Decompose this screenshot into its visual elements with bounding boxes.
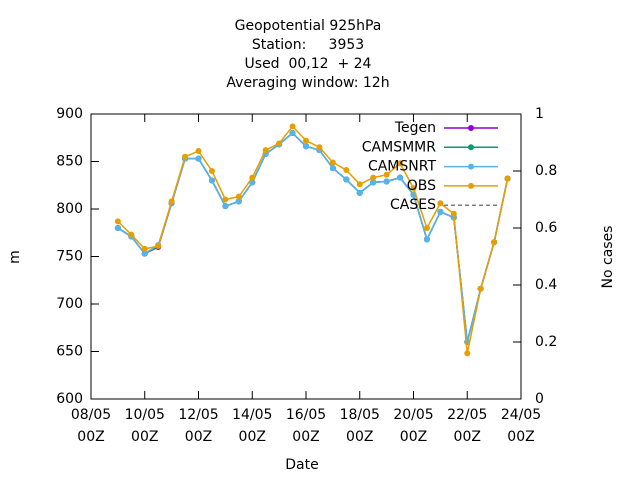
legend-marker: [468, 163, 474, 170]
data-point: [303, 137, 309, 144]
y-tick-label: 800: [56, 201, 83, 217]
data-point: [491, 239, 498, 246]
data-point: [410, 185, 417, 192]
data-point: [383, 178, 390, 185]
legend-marker: [468, 144, 474, 151]
data-point: [141, 250, 148, 257]
data-point: [356, 181, 363, 188]
data-point: [423, 225, 430, 231]
x-axis-label: Date: [285, 457, 318, 473]
y-tick-label: 700: [56, 296, 83, 312]
y2-tick-label: 0.4: [535, 277, 557, 293]
data-point: [329, 165, 336, 172]
data-point: [289, 130, 296, 136]
data-point: [397, 160, 404, 167]
y-tick-label: 850: [56, 154, 83, 170]
legend-marker: [468, 182, 474, 189]
legend-label: Tegen: [394, 120, 436, 136]
data-point: [504, 175, 511, 182]
data-point: [168, 198, 175, 205]
data-point: [141, 245, 148, 252]
data-point: [195, 155, 202, 162]
data-point: [343, 176, 350, 183]
y-tick-label: 750: [56, 249, 83, 265]
y2-tick-label: 0.6: [535, 220, 557, 236]
data-point: [235, 198, 242, 205]
data-point: [370, 179, 377, 186]
legend-label: CAMSMMR: [362, 139, 436, 155]
data-point: [249, 174, 256, 181]
legend-label: CAMSNRT: [368, 159, 437, 175]
data-point: [128, 231, 135, 238]
x-tick-label: 12/05 00Z: [178, 407, 218, 445]
data-point: [114, 225, 121, 231]
data-point: [370, 174, 377, 181]
chart-title: Used 00,12 + 24: [245, 56, 372, 72]
data-point: [477, 285, 484, 292]
y2-axis-label: No cases: [600, 226, 616, 289]
data-point: [235, 193, 242, 200]
data-point: [437, 200, 444, 207]
x-tick-label: 08/05 00Z: [71, 407, 111, 445]
y2-tick-label: 0.2: [535, 334, 557, 350]
data-point: [262, 147, 269, 154]
legend-label: OBS: [407, 178, 436, 194]
data-point: [464, 350, 471, 357]
data-point: [208, 168, 215, 174]
data-point: [423, 236, 430, 243]
y-tick-label: 900: [56, 106, 83, 122]
data-point: [343, 167, 350, 174]
data-point: [356, 189, 363, 196]
legend-marker: [468, 125, 474, 131]
y2-tick-label: 0.8: [535, 163, 557, 179]
x-tick-label: 22/05 00Z: [447, 407, 487, 445]
data-point: [182, 153, 189, 160]
x-tick-label: 24/05 00Z: [501, 407, 541, 445]
y2-tick-label: 0: [535, 391, 544, 407]
data-point: [303, 143, 309, 150]
data-point: [450, 210, 457, 217]
x-tick-label: 14/05 00Z: [232, 407, 272, 445]
y-tick-label: 600: [56, 391, 83, 407]
y2-tick-label: 1: [535, 106, 544, 122]
data-point: [195, 148, 202, 155]
x-tick-label: 16/05 00Z: [286, 407, 326, 445]
data-point: [222, 196, 229, 203]
data-point: [397, 174, 404, 181]
x-tick-label: 20/05 00Z: [393, 407, 433, 445]
x-tick-label: 10/05 00Z: [125, 407, 165, 445]
x-tick-label: 18/05 00Z: [340, 407, 380, 445]
data-point: [276, 140, 283, 147]
data-point: [437, 208, 444, 215]
data-point: [208, 177, 215, 184]
data-point: [222, 203, 229, 210]
data-point: [114, 218, 121, 225]
y-tick-label: 650: [56, 344, 83, 360]
data-point: [383, 171, 390, 178]
data-point: [316, 144, 323, 151]
data-point: [289, 123, 296, 130]
data-point: [155, 243, 162, 250]
y-axis-label: m: [7, 250, 23, 264]
legend-label: CASES: [390, 197, 436, 213]
chart-title: Station: 3953: [252, 37, 364, 53]
chart-title: Averaging window: 12h: [226, 75, 389, 91]
chart-title: Geopotential 925hPa: [235, 18, 382, 34]
data-point: [329, 159, 336, 166]
